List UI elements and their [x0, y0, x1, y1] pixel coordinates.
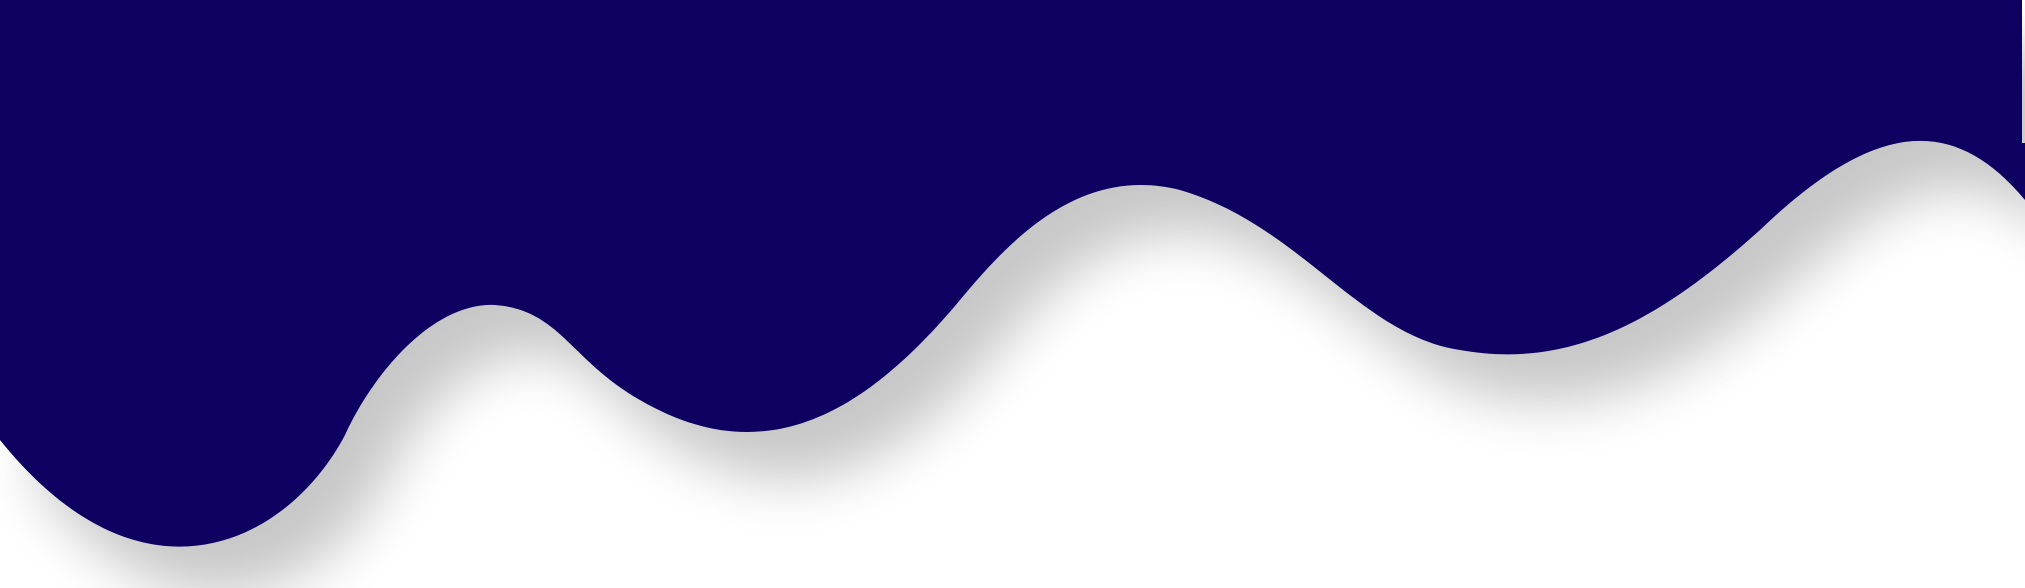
- wave-shape: [0, 0, 2025, 547]
